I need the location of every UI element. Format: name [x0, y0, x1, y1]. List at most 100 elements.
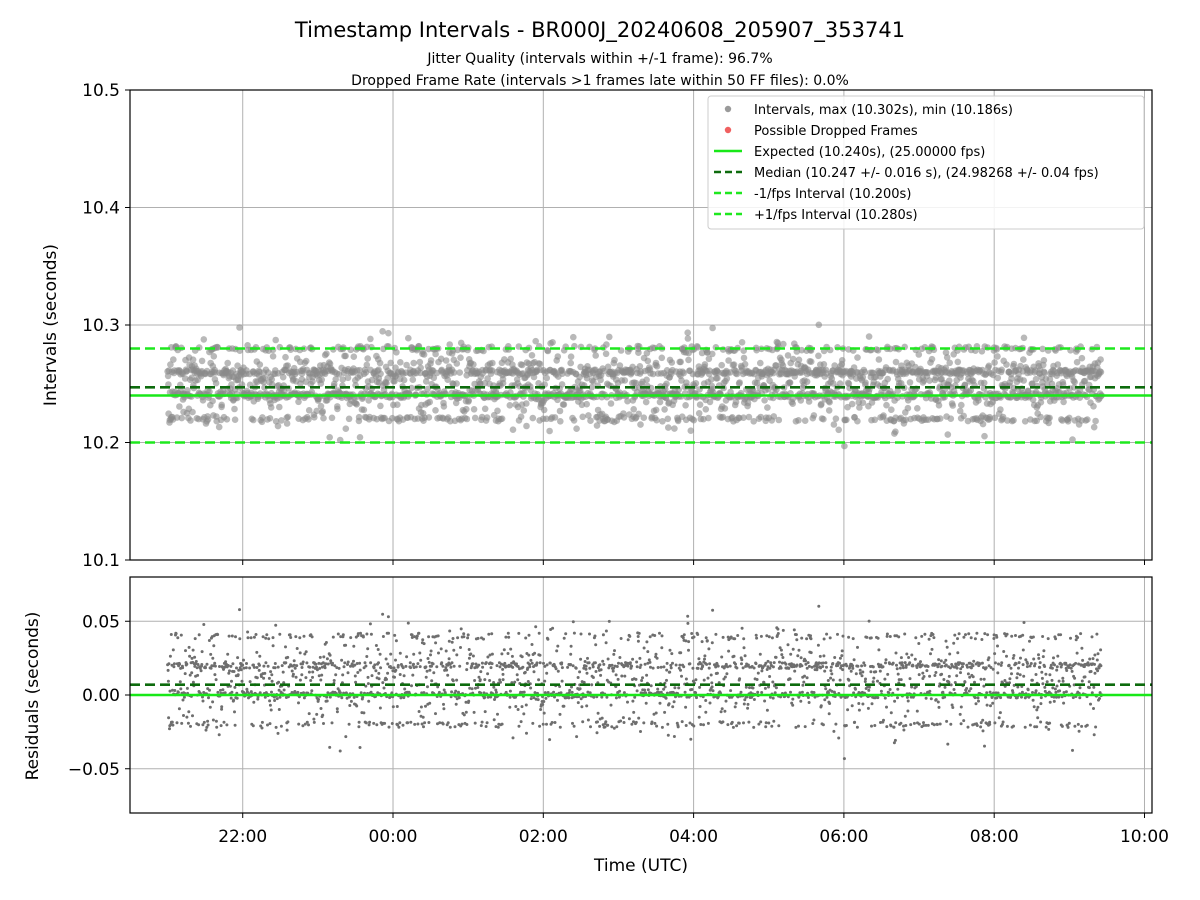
residual-point: [961, 662, 965, 666]
residual-point: [733, 705, 737, 709]
residual-point: [374, 669, 378, 673]
residual-point: [959, 671, 962, 675]
interval-point: [981, 432, 988, 440]
residual-point: [634, 677, 638, 681]
residual-point: [885, 725, 889, 729]
residual-point: [386, 662, 390, 666]
interval-point: [980, 379, 988, 387]
residual-point: [649, 684, 653, 688]
residual-point: [635, 660, 639, 664]
interval-point: [637, 421, 644, 428]
residual-point: [649, 665, 652, 669]
residual-point: [840, 654, 844, 658]
interval-point: [770, 413, 778, 420]
residual-point: [465, 661, 469, 665]
residual-point: [631, 699, 635, 703]
residual-point: [721, 720, 725, 724]
residual-point: [470, 687, 474, 691]
residual-point: [655, 656, 659, 660]
residual-point: [537, 678, 541, 682]
residual-point: [240, 679, 244, 683]
residual-point: [581, 720, 585, 724]
residual-point: [906, 709, 910, 713]
residual-point: [628, 634, 632, 638]
interval-point: [453, 360, 461, 367]
residual-point: [850, 704, 854, 708]
residual-point: [430, 679, 434, 683]
residual-point: [515, 673, 519, 677]
residual-point: [569, 652, 573, 656]
interval-point: [871, 416, 879, 424]
legend-item: Intervals, max (10.302s), min (10.186s): [724, 103, 1013, 118]
residual-point: [377, 671, 381, 675]
residual-point: [993, 661, 997, 665]
interval-point: [1069, 436, 1076, 443]
interval-point: [457, 354, 464, 362]
residual-point: [531, 721, 535, 725]
residual-point: [390, 722, 394, 725]
residual-point: [568, 688, 572, 692]
interval-point: [570, 333, 577, 341]
residual-point: [501, 672, 505, 676]
residual-point: [935, 723, 939, 726]
interval-point: [611, 356, 618, 364]
residual-point: [973, 680, 976, 684]
interval-point: [328, 414, 336, 422]
residual-point: [394, 668, 398, 672]
residual-point: [375, 723, 379, 727]
residual-point: [973, 637, 977, 641]
residual-point: [196, 673, 200, 677]
residual-point: [397, 725, 401, 729]
interval-point: [1040, 357, 1048, 364]
residual-point: [791, 697, 795, 701]
residual-point: [510, 654, 514, 658]
residual-point: [516, 708, 520, 711]
residual-point: [915, 709, 919, 713]
residual-point: [992, 637, 996, 640]
residual-point: [917, 673, 921, 677]
residual-point: [910, 653, 914, 657]
interval-point: [1039, 345, 1046, 353]
interval-point: [1054, 361, 1062, 368]
residual-point: [315, 712, 319, 716]
residual-point: [736, 634, 740, 637]
residual-point: [268, 722, 272, 726]
residual-point: [673, 686, 677, 690]
residual-point: [929, 697, 933, 701]
interval-point: [674, 417, 682, 425]
residual-point: [530, 661, 534, 665]
y-tick-label: 10.2: [82, 434, 120, 454]
residual-point: [687, 640, 691, 644]
residual-point: [807, 701, 811, 704]
residual-point: [296, 690, 300, 694]
residual-point: [997, 662, 1000, 666]
residual-point: [751, 686, 755, 690]
residual-point: [626, 638, 630, 642]
interval-point: [658, 354, 666, 362]
residual-point: [168, 654, 172, 658]
residual-point: [464, 710, 468, 714]
residual-point: [373, 663, 377, 667]
residual-point: [622, 691, 626, 695]
residual-point: [930, 647, 934, 651]
residual-point: [851, 666, 855, 670]
residual-point: [352, 659, 355, 663]
residual-point: [653, 634, 657, 637]
legend: Intervals, max (10.302s), min (10.186s)P…: [707, 95, 1145, 230]
residual-point: [969, 687, 973, 691]
residual-point: [254, 633, 258, 636]
legend-item: +1/fps Interval (10.280s): [714, 208, 918, 223]
residual-point: [167, 662, 171, 666]
interval-point: [231, 405, 238, 413]
residual-point: [364, 721, 368, 725]
residual-point: [710, 681, 714, 685]
residual-point: [914, 636, 918, 640]
residual-point: [824, 661, 828, 665]
residual-point: [496, 712, 499, 716]
interval-point: [733, 370, 741, 378]
residual-point: [218, 665, 221, 668]
residual-point: [298, 651, 302, 655]
residual-point: [936, 700, 940, 704]
residual-point: [604, 720, 608, 724]
interval-point: [604, 363, 612, 371]
